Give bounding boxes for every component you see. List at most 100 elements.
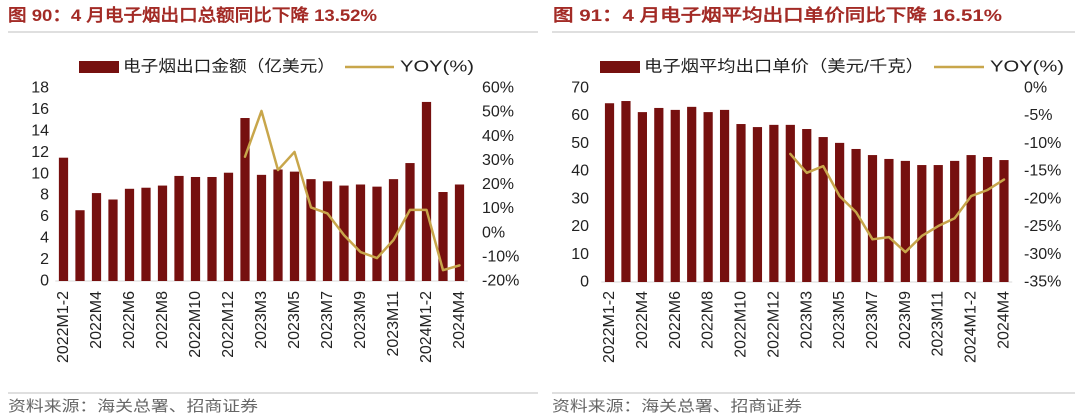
bar — [256, 174, 267, 281]
legend-bar-swatch — [79, 61, 119, 73]
bar — [950, 160, 960, 282]
yoy-line — [243, 109, 461, 272]
bar — [157, 185, 168, 281]
bar — [982, 157, 993, 282]
legend-bar-swatch — [600, 61, 640, 73]
x-tick-label: 2023M7 — [864, 291, 881, 349]
y-tick-label: 0 — [580, 274, 589, 291]
figure-title: 图 90：4 月电子烟出口总额同比下降 13.52% — [8, 5, 377, 25]
x-tick-label: 2023M11 — [930, 291, 947, 357]
plot-area: 0 10 20 30 40 50 60 70 -35% -30% -25% -20% -15% -10% -… — [571, 80, 1061, 364]
bar — [867, 155, 878, 282]
bar — [621, 101, 631, 282]
bar — [752, 127, 763, 282]
bar — [736, 124, 746, 282]
x-tick-label: 2024M4 — [451, 291, 468, 349]
figure-90: 图 90：4 月电子烟出口总额同比下降 13.52% 电子烟出口金额（亿美元） … — [8, 5, 538, 415]
bar — [223, 172, 234, 281]
source-note: 资料来源：海关总署、招商证券 — [8, 398, 258, 415]
legend-bar-label: 电子烟平均出口单价（美元/千克） — [644, 58, 924, 76]
y-tick-label: 14 — [31, 122, 49, 139]
bar — [273, 169, 283, 281]
bar — [190, 176, 201, 281]
bar — [91, 193, 102, 281]
bar-series — [58, 101, 465, 282]
y2-tick-label: -10% — [1024, 135, 1061, 152]
x-tick-label: 2023M5 — [831, 291, 848, 349]
y-tick-label: 10 — [571, 246, 589, 263]
x-tick-label: 2022M6 — [121, 291, 138, 349]
x-tick-label: 2022M8 — [700, 291, 717, 349]
legend: 电子烟出口金额（亿美元） YOY(%) — [79, 58, 474, 76]
y2-tick-label: -10% — [482, 248, 519, 265]
legend: 电子烟平均出口单价（美元/千克） YOY(%) — [600, 58, 1064, 76]
yoy-line — [789, 152, 1006, 254]
bar-series — [604, 101, 1009, 283]
bar — [421, 101, 432, 281]
y2-tick-label: 20% — [482, 176, 514, 193]
bar — [785, 124, 795, 282]
y-tick-label: 16 — [31, 101, 49, 118]
y2-tick-label: -20% — [1024, 190, 1061, 207]
y2-tick-label: -20% — [482, 273, 519, 290]
y-tick-label: 40 — [571, 163, 589, 180]
bar — [966, 155, 976, 282]
x-tick-label: 2022M12 — [765, 291, 782, 358]
bar — [322, 181, 333, 281]
source-note: 资料来源：海关总署、招商证券 — [552, 398, 802, 415]
bar — [405, 163, 415, 281]
y2-tick-label: 60% — [482, 80, 514, 97]
bar — [884, 158, 894, 282]
legend-bar-label: 电子烟出口金额（亿美元） — [123, 58, 335, 76]
y2-tick-label: -35% — [1024, 274, 1061, 291]
bar — [174, 175, 184, 281]
legend-line-label: YOY(%) — [990, 59, 1064, 76]
bar — [654, 107, 664, 282]
bar — [637, 112, 647, 282]
figure-91: 图 91：4 月电子烟平均出口单价同比下降 16.51% 电子烟平均出口单价（美… — [552, 5, 1075, 415]
bar — [289, 171, 300, 281]
y-tick-label: 30 — [571, 190, 589, 207]
legend-line-label: YOY(%) — [400, 59, 474, 76]
bar — [835, 142, 845, 282]
y2-tick-label: -5% — [1024, 107, 1052, 124]
bar — [207, 176, 217, 281]
y-tick-label: 60 — [571, 107, 589, 124]
y-tick-label: 4 — [40, 230, 49, 247]
plot-area: 0 2 4 6 8 10 12 14 16 18 -20% -10% 0% 10% 20% 30% 40% 50%… — [31, 80, 519, 364]
x-tick-label: 2023M3 — [798, 291, 815, 349]
y2-tick-label: 10% — [482, 200, 514, 217]
bar — [438, 192, 448, 281]
y2-tick-label: -15% — [1024, 163, 1061, 180]
bar — [604, 103, 615, 283]
y-tick-label: 0 — [40, 273, 49, 290]
y-tick-label: 70 — [571, 80, 589, 97]
y-tick-label: 18 — [31, 80, 49, 97]
bar — [851, 148, 861, 282]
y2-tick-label: 0% — [482, 224, 505, 241]
x-tick-label: 2022M4 — [88, 291, 105, 349]
y2-tick-label: 0% — [1024, 80, 1047, 97]
x-tick-label: 2022M1-2 — [55, 291, 72, 363]
bar — [900, 160, 910, 282]
bar — [124, 188, 135, 281]
y-tick-label: 20 — [571, 218, 589, 235]
bar — [141, 187, 151, 281]
x-tick-label: 2022M1-2 — [601, 291, 618, 363]
bar — [917, 165, 927, 282]
bar — [802, 129, 812, 282]
x-tick-label: 2022M4 — [634, 291, 651, 349]
bar — [355, 184, 366, 281]
x-tick-label: 2022M8 — [154, 291, 171, 349]
x-tick-label: 2024M4 — [995, 291, 1012, 349]
x-tick-label: 2024M1-2 — [418, 291, 435, 363]
bar — [240, 118, 250, 282]
x-tick-label: 2023M7 — [319, 291, 336, 349]
x-tick-label: 2022M12 — [220, 291, 237, 358]
bar — [818, 137, 828, 282]
bar — [719, 109, 730, 282]
x-tick-label: 2022M10 — [733, 291, 750, 358]
x-tick-label: 2023M9 — [897, 291, 914, 349]
bar — [75, 210, 85, 281]
